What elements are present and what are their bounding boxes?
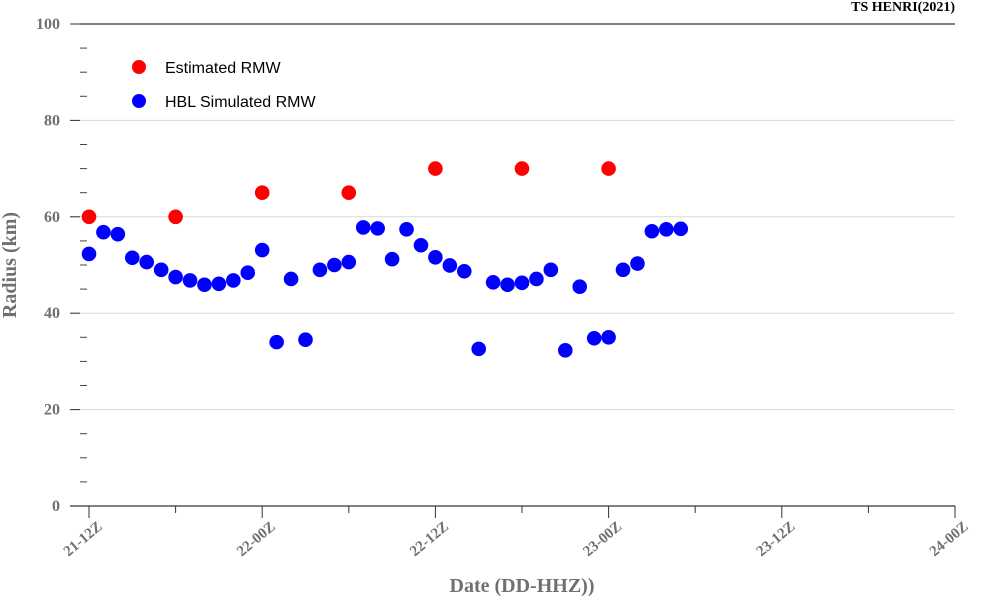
simulated-rmw-point <box>298 332 313 348</box>
simulated-rmw-point <box>442 258 458 273</box>
simulated-rmw-point <box>384 251 400 267</box>
simulated-rmw-point <box>96 224 111 240</box>
estimated-rmw-point <box>341 185 357 200</box>
estimated-rmw-point <box>254 185 270 200</box>
simulated-rmw-point <box>485 275 501 290</box>
simulated-rmw-point <box>413 237 429 253</box>
simulated-rmw-point <box>168 269 183 285</box>
simulated-rmw-point <box>586 330 602 346</box>
simulated-rmw-point <box>500 277 515 293</box>
legend-label-simulated: HBL Simulated RMW <box>165 94 316 111</box>
simulated-rmw-point <box>81 246 97 262</box>
simulated-rmw-point <box>615 262 631 278</box>
simulated-rmw-point <box>601 330 616 345</box>
simulated-rmw-point <box>197 277 212 293</box>
simulated-rmw-point <box>529 271 544 287</box>
y-tick-label: 60 <box>44 209 60 226</box>
y-tick-label: 0 <box>52 498 60 515</box>
x-tick-label: 21-12Z <box>61 519 106 560</box>
simulated-rmw-point <box>341 254 357 270</box>
grid-lines <box>70 23 955 411</box>
legend-marker-estimated <box>132 60 146 74</box>
x-tick-label: 24-00Z <box>927 519 972 560</box>
y-tick-label: 20 <box>44 402 60 419</box>
estimated-rmw-point <box>168 209 183 225</box>
simulated-rmw-point <box>355 220 371 235</box>
y-tick-label: 40 <box>44 305 60 322</box>
simulated-rmw-point <box>399 222 414 237</box>
data-points <box>81 161 689 358</box>
y-tick-label: 80 <box>44 112 60 129</box>
simulated-rmw-point <box>240 265 256 281</box>
simulated-rmw-point <box>226 273 241 288</box>
simulated-rmw-point <box>659 222 674 237</box>
estimated-rmw-point <box>81 209 97 225</box>
x-tick-label: 22-00Z <box>234 519 279 560</box>
simulated-rmw-point <box>673 221 689 237</box>
x-axis-title: Date (DD-HHZ)) <box>450 575 595 597</box>
x-tick-label: 23-12Z <box>754 519 799 560</box>
simulated-rmw-point <box>125 250 140 266</box>
simulated-rmw-point <box>370 221 385 236</box>
simulated-rmw-point <box>456 263 472 279</box>
estimated-rmw-point <box>514 161 530 176</box>
simulated-rmw-point <box>327 257 342 273</box>
simulated-rmw-point <box>471 341 487 357</box>
simulated-rmw-point <box>630 256 645 271</box>
simulated-rmw-point <box>543 262 559 278</box>
x-tick-label: 23-00Z <box>580 519 625 560</box>
simulated-rmw-point <box>514 275 530 291</box>
simulated-rmw-point <box>254 242 270 258</box>
estimated-rmw-point <box>428 161 443 176</box>
simulated-rmw-point <box>572 279 588 294</box>
x-tick-label: 22-12Z <box>407 519 452 560</box>
simulated-rmw-point <box>269 334 284 350</box>
simulated-rmw-point <box>428 249 443 265</box>
y-tick-label: 100 <box>36 16 60 33</box>
simulated-rmw-point <box>312 262 328 278</box>
simulated-rmw-point <box>139 254 155 270</box>
simulated-rmw-point <box>644 223 660 239</box>
estimated-rmw-point <box>601 161 616 176</box>
simulated-rmw-point <box>110 226 126 242</box>
simulated-rmw-point <box>211 276 227 292</box>
simulated-rmw-point <box>558 343 573 358</box>
chart-title: TS HENRI(2021) <box>851 0 955 15</box>
legend-marker-simulated <box>132 94 146 108</box>
legend-label-estimated: Estimated RMW <box>165 60 281 77</box>
simulated-rmw-point <box>182 273 198 288</box>
simulated-rmw-point <box>283 271 299 287</box>
y-axis-title: Radius (km) <box>0 212 21 318</box>
legend: Estimated RMW HBL Simulated RMW <box>132 60 316 111</box>
simulated-rmw-point <box>153 262 169 278</box>
